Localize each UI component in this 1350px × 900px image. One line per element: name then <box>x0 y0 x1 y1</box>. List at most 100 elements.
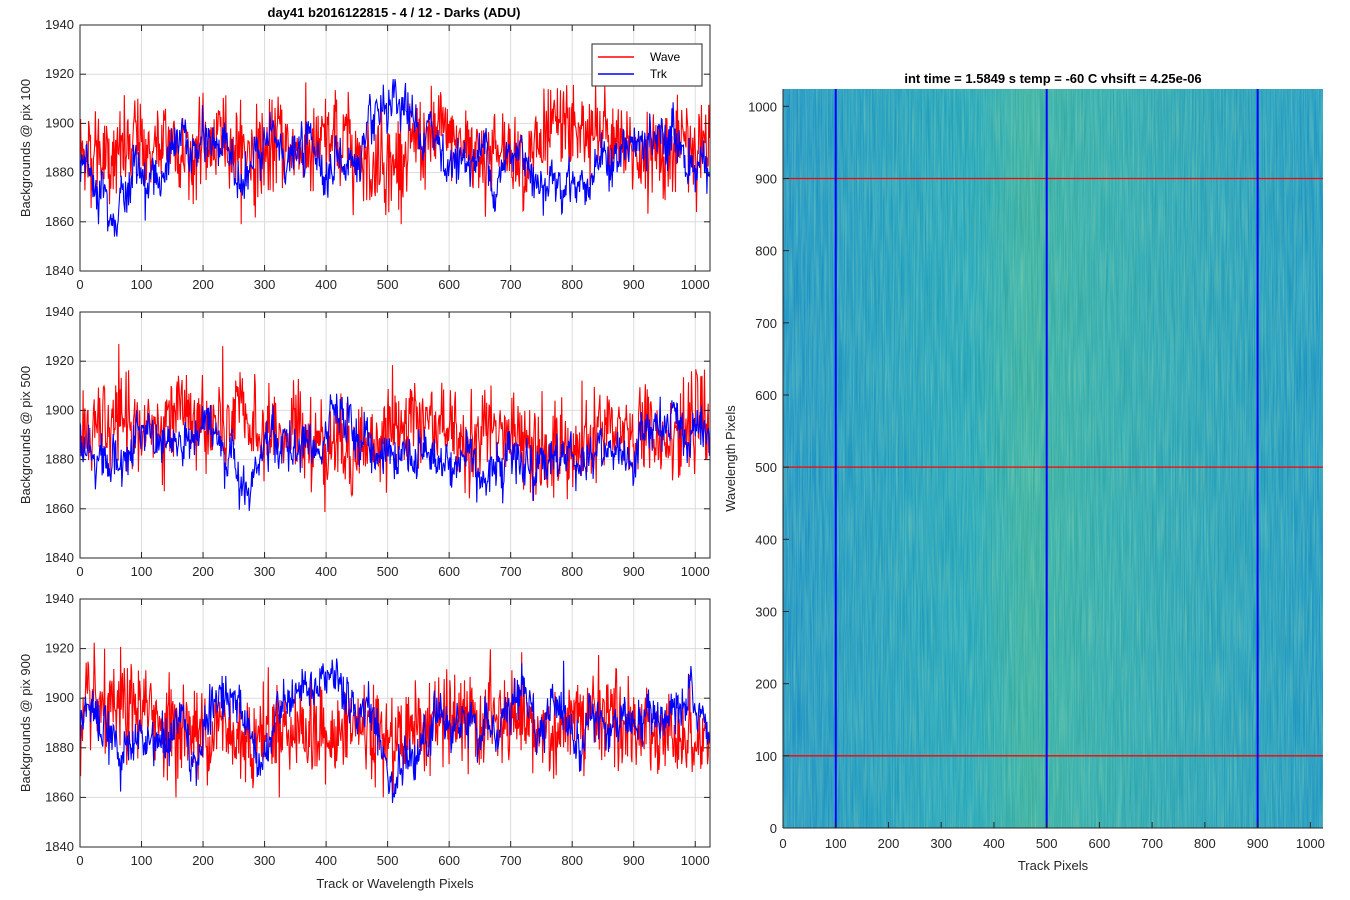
y-tick-label: 1840 <box>45 263 74 278</box>
heatmap-title: int time = 1.5849 s temp = -60 C vhsift … <box>904 71 1201 86</box>
x-tick-label: 100 <box>131 853 153 868</box>
x-tick-label: 1000 <box>1296 836 1325 851</box>
x-tick-label: 700 <box>500 277 522 292</box>
y-tick-label: 1920 <box>45 353 74 368</box>
legend-box <box>591 43 703 87</box>
x-tick-label: 400 <box>315 564 337 579</box>
series-line-wave <box>79 343 710 513</box>
y-tick-label: 200 <box>755 677 777 692</box>
y-tick-label: 900 <box>755 171 777 186</box>
y-tick-label: 1840 <box>45 550 74 565</box>
y-tick-label: 600 <box>755 388 777 403</box>
series-line-wave <box>79 82 710 225</box>
axes-box <box>79 24 711 272</box>
y-axis-label: Backgrounds @ pix 500 <box>18 366 33 504</box>
x-tick-label: 600 <box>438 277 460 292</box>
x-tick-label: 500 <box>1036 836 1058 851</box>
y-tick-label: 1940 <box>45 17 74 32</box>
y-tick-label: 1880 <box>45 452 74 467</box>
x-tick-label: 700 <box>500 564 522 579</box>
y-tick-label: 1000 <box>748 99 777 114</box>
x-tick-label: 400 <box>983 836 1005 851</box>
x-tick-label: 600 <box>438 853 460 868</box>
x-tick-label: 800 <box>561 564 583 579</box>
x-tick-label: 900 <box>623 564 645 579</box>
x-tick-label: 600 <box>438 564 460 579</box>
line-panel-3: 0 100 200 300 400 500 600 700 800 900 1000 1840 1860… <box>18 591 711 891</box>
x-tick-label: 500 <box>377 853 399 868</box>
y-tick-label: 1920 <box>45 66 74 81</box>
x-tick-label: 100 <box>131 277 153 292</box>
x-tick-label: 500 <box>377 564 399 579</box>
y-tick-label: 1900 <box>45 115 74 130</box>
x-tick-label: 300 <box>930 836 952 851</box>
x-tick-label: 900 <box>623 277 645 292</box>
x-tick-label: 100 <box>825 836 847 851</box>
y-tick-label: 500 <box>755 460 777 475</box>
x-tick-label: 600 <box>1089 836 1111 851</box>
x-tick-label: 700 <box>1141 836 1163 851</box>
x-tick-label: 0 <box>76 277 83 292</box>
line-panel-2: 0 100 200 300 400 500 600 700 800 900 1000 1840 1860… <box>18 304 711 579</box>
legend-label-wave: Wave <box>650 50 681 64</box>
y-tick-label: 1880 <box>45 165 74 180</box>
x-tick-label: 400 <box>315 277 337 292</box>
x-tick-label: 1000 <box>681 853 710 868</box>
y-tick-label: 1840 <box>45 839 74 854</box>
y-tick-label: 1900 <box>45 690 74 705</box>
y-tick-label: 1860 <box>45 789 74 804</box>
x-tick-label: 900 <box>1247 836 1269 851</box>
x-tick-label: 800 <box>1194 836 1216 851</box>
x-tick-label: 200 <box>192 277 214 292</box>
x-tick-label: 0 <box>76 853 83 868</box>
figure-title: day41 b2016122815 - 4 / 12 - Darks (ADU) <box>268 5 521 20</box>
x-tick-label: 800 <box>561 853 583 868</box>
heatmap-texture-2 <box>783 89 1323 828</box>
y-tick-label: 1940 <box>45 304 74 319</box>
x-tick-label: 200 <box>878 836 900 851</box>
legend: Wave Trk <box>591 43 703 87</box>
y-tick-label: 800 <box>755 244 777 259</box>
heatmap-x-axis-label: Track Pixels <box>1018 858 1089 873</box>
x-tick-label: 300 <box>254 277 276 292</box>
series-line-trk <box>79 658 710 803</box>
y-tick-label: 1880 <box>45 740 74 755</box>
x-tick-label: 300 <box>254 853 276 868</box>
y-tick-label: 1940 <box>45 591 74 606</box>
axes-box <box>79 311 711 559</box>
heatmap-panel: 0 100 200 300 400 500 600 700 800 900 1000 0 100 200 3… <box>723 71 1325 873</box>
legend-label-trk: Trk <box>650 67 668 81</box>
x-tick-label: 100 <box>131 564 153 579</box>
y-axis-label: Backgrounds @ pix 900 <box>18 654 33 792</box>
series-line-trk <box>79 393 710 511</box>
y-tick-label: 1920 <box>45 641 74 656</box>
y-axis-label: Backgrounds @ pix 100 <box>18 79 33 217</box>
x-tick-label: 500 <box>377 277 399 292</box>
x-tick-label: 200 <box>192 564 214 579</box>
line-panel-1: 0 100 200 300 400 500 600 700 800 900 1000 1840 1860… <box>18 17 711 292</box>
x-tick-label: 400 <box>315 853 337 868</box>
x-tick-label: 0 <box>76 564 83 579</box>
x-tick-label: 0 <box>779 836 786 851</box>
y-tick-label: 700 <box>755 316 777 331</box>
x-tick-label: 200 <box>192 853 214 868</box>
heatmap-y-axis-label: Wavelength Pixels <box>723 405 738 512</box>
y-tick-label: 0 <box>770 821 777 836</box>
y-tick-label: 300 <box>755 604 777 619</box>
x-tick-label: 700 <box>500 853 522 868</box>
x-tick-label: 900 <box>623 853 645 868</box>
line-panels: 0 100 200 300 400 500 600 700 800 900 100018401860… <box>18 17 711 891</box>
y-tick-label: 1900 <box>45 402 74 417</box>
y-tick-label: 1860 <box>45 501 74 516</box>
x-axis-label: Track or Wavelength Pixels <box>316 876 474 891</box>
x-tick-label: 1000 <box>681 564 710 579</box>
y-tick-label: 100 <box>755 749 777 764</box>
x-tick-label: 300 <box>254 564 276 579</box>
y-tick-label: 1860 <box>45 214 74 229</box>
series-line-trk <box>79 79 710 237</box>
axes-box <box>79 598 711 848</box>
x-tick-label: 1000 <box>681 277 710 292</box>
series-line-wave <box>79 642 710 798</box>
y-tick-label: 400 <box>755 532 777 547</box>
